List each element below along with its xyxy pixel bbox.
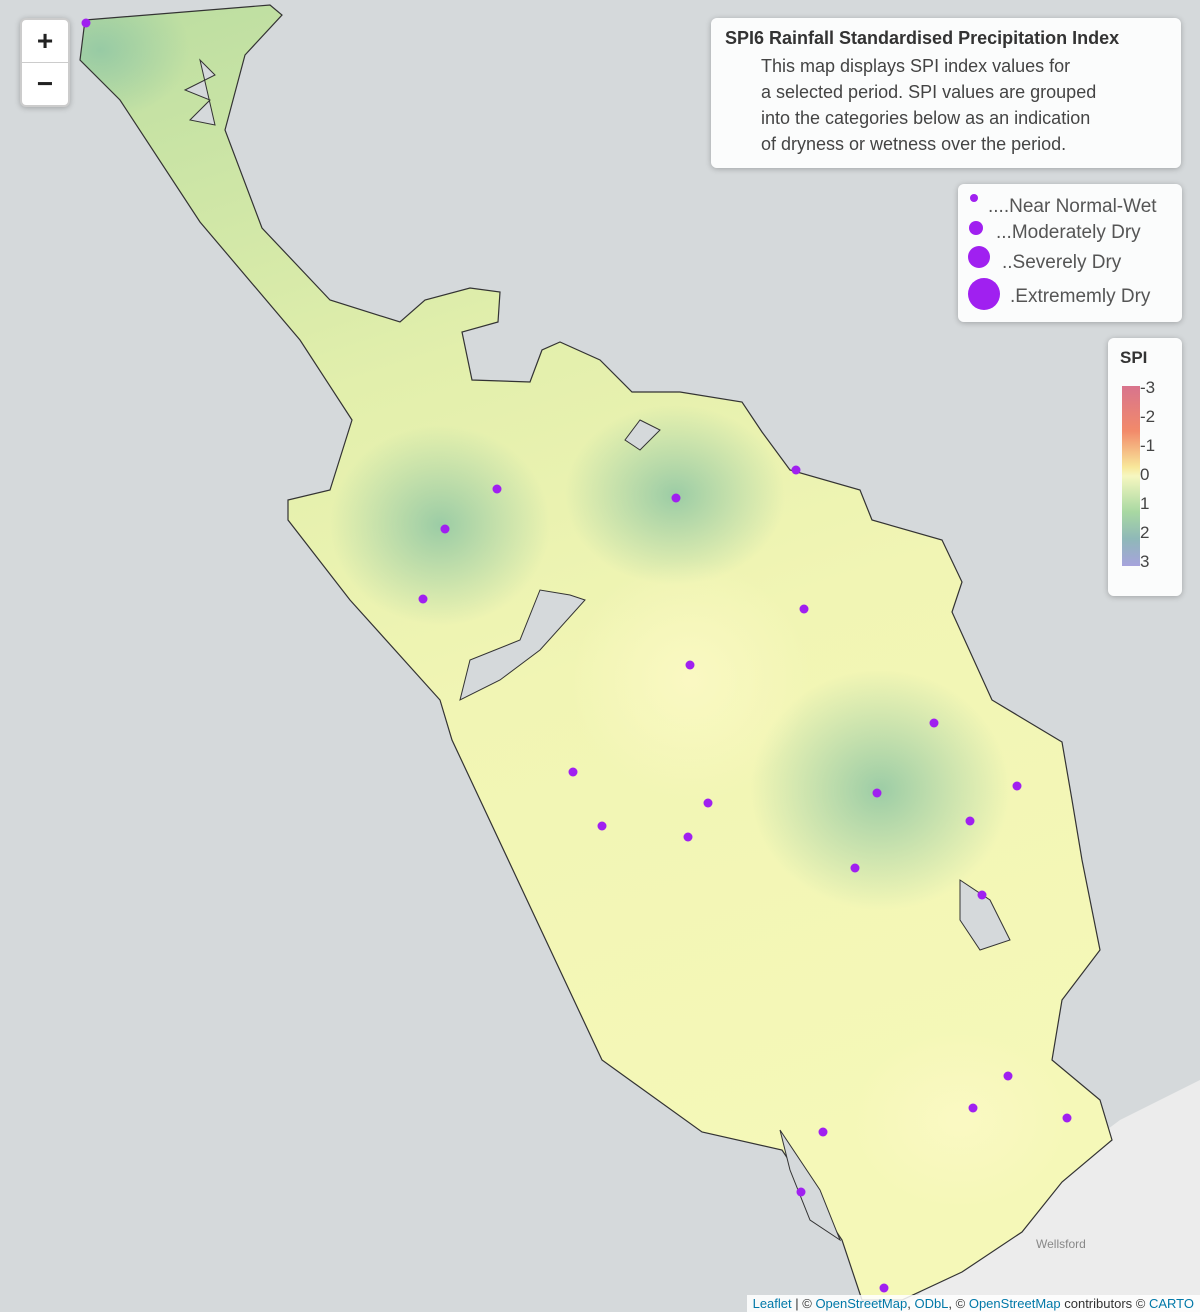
- station-marker[interactable]: [796, 1187, 806, 1197]
- legend-label: ..Severely Dry: [1002, 252, 1122, 273]
- legend-label: ...Moderately Dry: [996, 222, 1141, 243]
- legend-title: SPI: [1120, 348, 1148, 367]
- station-marker[interactable]: [850, 863, 860, 873]
- category-legend: ....Near Normal-Wet ...Moderately Dry ..…: [958, 184, 1182, 322]
- scale-tick-label: -1: [1140, 436, 1156, 455]
- info-line: a selected period. SPI values are groupe…: [761, 82, 1097, 102]
- station-marker[interactable]: [929, 718, 939, 728]
- scale-tick-label: -3: [1140, 378, 1156, 397]
- link[interactable]: OpenStreetMap: [968, 1296, 1061, 1311]
- station-marker[interactable]: [683, 832, 693, 842]
- text: | ©: [791, 1296, 816, 1311]
- scale-tick-label: 3: [1140, 552, 1150, 571]
- legend-dot: [968, 278, 1000, 310]
- station-marker[interactable]: [418, 594, 428, 604]
- scale-tick-label: 1: [1140, 494, 1150, 513]
- station-marker[interactable]: [568, 767, 578, 777]
- place-label: Wellsford: [1036, 1237, 1086, 1251]
- link[interactable]: Leaflet: [752, 1296, 792, 1311]
- color-bar: [1122, 386, 1140, 566]
- info-box: SPI6 Rainfall Standardised Precipitation…: [711, 18, 1181, 168]
- spi-legend: SPI -3 -2 -1 0 1 2 3: [1108, 338, 1182, 596]
- text: ,: [907, 1296, 915, 1311]
- link[interactable]: CARTO: [1148, 1296, 1194, 1311]
- station-marker[interactable]: [977, 890, 987, 900]
- legend-dot: [970, 194, 978, 202]
- scale-tick-label: 0: [1140, 465, 1150, 484]
- station-marker[interactable]: [818, 1127, 828, 1137]
- text: , ©: [948, 1296, 969, 1311]
- station-marker[interactable]: [1003, 1071, 1013, 1081]
- link[interactable]: ODbL: [914, 1296, 949, 1311]
- info-line: into the categories below as an indicati…: [761, 108, 1091, 128]
- station-marker[interactable]: [685, 660, 695, 670]
- legend-dot: [968, 246, 990, 268]
- link[interactable]: OpenStreetMap: [815, 1296, 908, 1311]
- harbours: [183, 58, 1011, 1242]
- station-marker[interactable]: [597, 821, 607, 831]
- station-marker[interactable]: [879, 1283, 889, 1293]
- station-marker[interactable]: [965, 816, 975, 826]
- station-marker[interactable]: [671, 493, 681, 503]
- legend-label: .Extrememly Dry: [1010, 286, 1151, 307]
- info-title: SPI6 Rainfall Standardised Precipitation…: [725, 28, 1120, 48]
- station-marker[interactable]: [872, 788, 882, 798]
- station-marker[interactable]: [1012, 781, 1022, 791]
- station-marker[interactable]: [1062, 1113, 1072, 1123]
- stations: [81, 18, 1072, 1293]
- station-marker[interactable]: [81, 18, 91, 28]
- station-marker[interactable]: [492, 484, 502, 494]
- attribution: Leaflet | © OpenStreetMap, ODbL, © OpenS…: [746, 1295, 1200, 1312]
- station-marker[interactable]: [968, 1103, 978, 1113]
- scale-tick-label: 2: [1140, 523, 1150, 542]
- station-marker[interactable]: [791, 465, 801, 475]
- zoom-control[interactable]: + −: [20, 18, 70, 107]
- station-marker[interactable]: [799, 604, 809, 614]
- info-line: of dryness or wetness over the period.: [761, 134, 1067, 154]
- station-marker[interactable]: [703, 798, 713, 808]
- station-marker[interactable]: [440, 524, 450, 534]
- zoom-out[interactable]: −: [22, 62, 68, 105]
- info-line: This map displays SPI index values for: [761, 56, 1071, 76]
- zoom-in[interactable]: +: [36, 25, 54, 56]
- scale-tick-label: -2: [1140, 407, 1156, 426]
- legend-dot: [969, 221, 983, 235]
- text: contributors ©: [1060, 1296, 1149, 1311]
- legend-label: ....Near Normal-Wet: [988, 196, 1157, 217]
